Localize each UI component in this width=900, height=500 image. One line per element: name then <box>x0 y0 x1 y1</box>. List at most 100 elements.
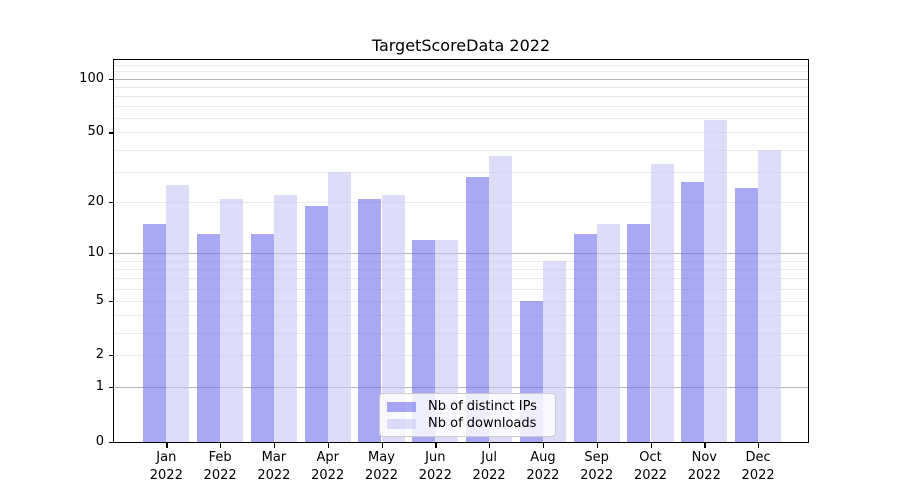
y-tick-mark <box>109 387 113 389</box>
x-tick-month: Jun <box>425 450 446 465</box>
bar-ips-mar <box>250 234 274 442</box>
x-tick-year: 2022 <box>687 468 721 483</box>
x-tick-label-oct: Oct 2022 <box>619 449 683 485</box>
legend-label-distinct-ips: Nb of distinct IPs <box>428 399 537 414</box>
bar-downloads-feb <box>220 198 244 442</box>
bar-downloads-may <box>381 195 405 442</box>
y-tick-label-20: 20 <box>87 194 104 210</box>
x-tick-mark <box>327 443 329 448</box>
bar-ips-feb <box>196 234 221 442</box>
x-tick-year: 2022 <box>257 468 291 483</box>
x-tick-label-jul: Jul 2022 <box>457 449 521 485</box>
x-tick-label-aug: Aug 2022 <box>511 449 575 485</box>
x-tick-year: 2022 <box>311 468 345 483</box>
gridline-minor <box>114 288 808 290</box>
x-tick-mark <box>273 443 276 448</box>
x-tick-month: May <box>368 450 395 465</box>
gridline-minor <box>114 300 808 302</box>
bar-ips-jan <box>143 223 167 442</box>
gridline-minor <box>114 106 808 108</box>
y-tick-mark <box>109 300 113 302</box>
plot-area: Nb of distinct IPs Nb of downloads <box>113 59 809 443</box>
x-tick-mark <box>758 443 760 448</box>
bar-downloads-jul <box>489 155 513 442</box>
x-tick-month: Mar <box>261 450 287 465</box>
bar-ips-nov <box>681 182 705 442</box>
gridline-minor <box>114 260 808 262</box>
x-tick-label-jun: Jun 2022 <box>403 449 467 485</box>
legend: Nb of distinct IPs Nb of downloads <box>379 393 556 437</box>
bar-downloads-mar <box>273 195 298 442</box>
gridline-major <box>114 78 808 80</box>
bar-ips-jul <box>465 176 490 442</box>
legend-swatch-distinct-ips <box>387 401 416 412</box>
x-tick-year: 2022 <box>526 468 560 483</box>
x-tick-label-jan: Jan 2022 <box>134 449 198 485</box>
x-tick-year: 2022 <box>580 468 614 483</box>
bar-downloads-nov <box>704 119 728 442</box>
y-tick-mark <box>109 78 113 81</box>
bar-downloads-jun <box>435 239 459 442</box>
x-tick-label-mar: Mar 2022 <box>242 449 306 485</box>
x-tick-month: Nov <box>691 450 717 465</box>
bar-downloads-oct <box>650 164 674 442</box>
bar-downloads-apr <box>327 171 351 442</box>
x-tick-mark <box>596 443 598 448</box>
x-tick-year: 2022 <box>203 468 237 483</box>
gridline-minor <box>114 202 808 204</box>
legend-swatch-downloads <box>387 418 416 429</box>
x-tick-year: 2022 <box>364 468 399 483</box>
gridline-minor <box>114 268 808 270</box>
bar-ips-sep <box>573 234 597 442</box>
x-tick-month: Aug <box>530 450 556 465</box>
x-tick-label-may: May 2022 <box>350 449 414 485</box>
x-tick-year: 2022 <box>741 468 775 483</box>
x-tick-mark <box>489 443 491 448</box>
y-tick-mark <box>109 355 113 357</box>
gridline-minor <box>114 64 808 66</box>
y-tick-label-0: 0 <box>95 433 104 449</box>
x-tick-label-nov: Nov 2022 <box>672 449 736 485</box>
x-tick-month: Oct <box>639 450 662 465</box>
gridline-minor <box>114 332 808 334</box>
gridline-minor <box>114 118 808 120</box>
x-tick-month: Apr <box>316 450 339 465</box>
gridline-minor <box>114 71 808 73</box>
bar-downloads-dec <box>758 149 782 442</box>
x-tick-mark <box>542 443 545 448</box>
gridline-minor <box>114 171 808 173</box>
y-tick-label-50: 50 <box>87 124 104 140</box>
legend-label-downloads: Nb of downloads <box>428 416 537 431</box>
legend-item-distinct-ips: Nb of distinct IPs <box>387 399 546 414</box>
bar-ips-dec <box>734 188 759 442</box>
x-tick-year: 2022 <box>633 468 668 483</box>
x-tick-mark <box>435 443 437 448</box>
gridline-minor <box>114 314 808 316</box>
bar-ips-jun <box>412 239 436 442</box>
x-tick-mark <box>650 443 652 448</box>
y-tick-mark <box>109 441 113 443</box>
x-tick-month: Dec <box>745 450 771 465</box>
x-tick-label-apr: Apr 2022 <box>296 449 360 485</box>
bar-ips-oct <box>627 223 651 442</box>
x-tick-label-feb: Feb 2022 <box>188 449 252 485</box>
x-tick-mark <box>704 443 706 448</box>
x-tick-year: 2022 <box>472 468 506 483</box>
y-tick-mark <box>109 253 113 255</box>
chart-title: TargetScoreData 2022 <box>371 36 551 55</box>
y-tick-label-2: 2 <box>95 347 104 363</box>
y-tick-label-1: 1 <box>95 379 104 395</box>
gridline-minor <box>114 86 808 88</box>
y-tick-label-100: 100 <box>79 70 104 86</box>
bar-downloads-jan <box>166 185 190 442</box>
legend-item-downloads: Nb of downloads <box>387 416 546 431</box>
x-tick-label-dec: Dec 2022 <box>726 449 790 485</box>
y-tick-mark <box>109 202 113 204</box>
y-tick-label-5: 5 <box>95 292 104 308</box>
x-tick-label-sep: Sep 2022 <box>565 449 629 485</box>
x-tick-mark <box>166 443 168 448</box>
gridline-minor <box>114 96 808 98</box>
x-tick-month: Sep <box>584 450 609 465</box>
gridline-minor <box>114 355 808 357</box>
